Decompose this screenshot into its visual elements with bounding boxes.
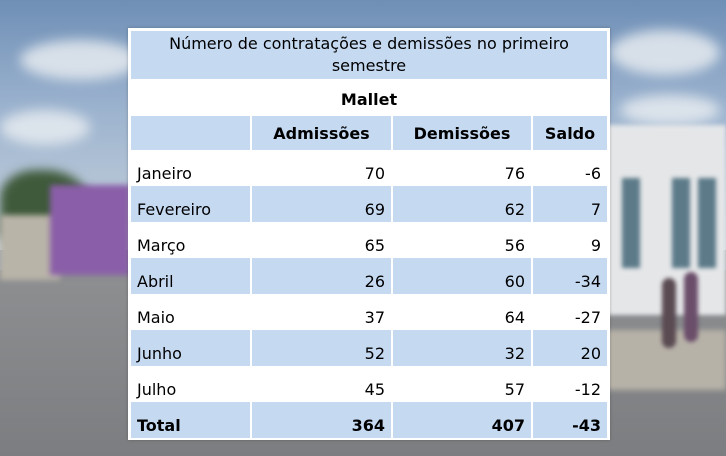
cell-admissoes: 70 (251, 150, 393, 186)
table-row: Maio 37 64 -27 (131, 294, 607, 330)
cell-admissoes: 65 (251, 222, 393, 258)
cell-admissoes: 26 (251, 258, 393, 294)
cell-demissoes: 57 (392, 366, 533, 402)
row-label: Fevereiro (131, 186, 252, 222)
cell-demissoes: 56 (392, 222, 533, 258)
header-blank (131, 116, 252, 150)
header-admissoes: Admissões (251, 116, 393, 150)
hiring-table: Admissões Demissões Saldo Janeiro 70 76 … (131, 116, 607, 438)
data-table-card: Número de contratações e demissões no pr… (128, 28, 610, 440)
cell-demissoes: 32 (392, 330, 533, 366)
cell-demissoes: 60 (392, 258, 533, 294)
row-label: Julho (131, 366, 252, 402)
building-window (698, 178, 716, 268)
building-purple (50, 185, 130, 275)
building-window (672, 178, 690, 268)
cell-saldo: -27 (574, 307, 601, 327)
cell-admissoes: 37 (251, 294, 393, 330)
cloud (610, 30, 720, 75)
cloud (20, 40, 140, 80)
total-demissoes: 407 (392, 402, 533, 438)
cell-saldo: 20 (532, 330, 607, 366)
pedestrian (662, 278, 676, 348)
cloud (620, 95, 720, 125)
row-label: Janeiro (131, 150, 252, 186)
building-window (622, 178, 640, 268)
row-label: Maio (131, 294, 252, 330)
table-row: Março 65 56 9 (131, 222, 607, 258)
table-title: Número de contratações e demissões no pr… (131, 31, 607, 79)
total-saldo: -43 (532, 402, 607, 438)
row-label: Março (131, 222, 252, 258)
cell-demissoes: 64 (392, 294, 533, 330)
table-row: Abril 26 60 -34 (131, 258, 607, 294)
cloud (0, 110, 90, 145)
header-row: Admissões Demissões Saldo (131, 116, 607, 150)
cell-saldo: -34 (532, 258, 607, 294)
total-admissoes: 364 (251, 402, 393, 438)
row-label: Junho (131, 330, 252, 366)
cell-demissoes: 62 (392, 186, 533, 222)
pedestrian (684, 272, 698, 342)
cell-demissoes: 76 (392, 150, 533, 186)
total-row: Total 364 407 -43 (131, 402, 607, 438)
cell-saldo: 9 (590, 235, 601, 255)
table-row: Julho 45 57 -12 (131, 366, 607, 402)
table-row: Janeiro 70 76 -6 (131, 150, 607, 186)
cell-saldo: -6 (585, 163, 601, 183)
cell-admissoes: 69 (251, 186, 393, 222)
cell-saldo: -12 (574, 379, 601, 399)
cell-admissoes: 45 (251, 366, 393, 402)
total-label: Total (131, 402, 252, 438)
cell-saldo: 7 (532, 186, 607, 222)
header-demissoes: Demissões (392, 116, 533, 150)
table-row: Fevereiro 69 62 7 (131, 186, 607, 222)
header-saldo: Saldo (532, 116, 607, 150)
cell-admissoes: 52 (251, 330, 393, 366)
row-label: Abril (131, 258, 252, 294)
table-row: Junho 52 32 20 (131, 330, 607, 366)
table-subtitle: Mallet (340, 90, 398, 109)
